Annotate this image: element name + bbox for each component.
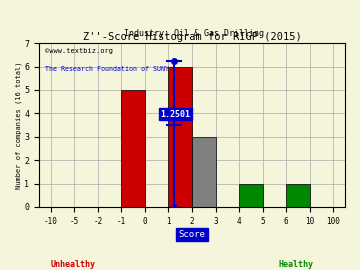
Bar [239,184,262,207]
Text: Industry: Oil & Gas Drilling: Industry: Oil & Gas Drilling [125,29,264,38]
Text: Healthy: Healthy [278,260,313,269]
Bar [121,90,145,207]
Title: Z''-Score Histogram for RIGP (2015): Z''-Score Histogram for RIGP (2015) [83,32,301,42]
Bar [286,184,310,207]
Y-axis label: Number of companies (16 total): Number of companies (16 total) [15,61,22,189]
Text: The Research Foundation of SUNY: The Research Foundation of SUNY [45,66,169,72]
Text: ©www.textbiz.org: ©www.textbiz.org [45,48,113,54]
Text: 1.2501: 1.2501 [160,110,190,119]
Text: Unhealthy: Unhealthy [50,260,95,269]
Bar [168,67,192,207]
X-axis label: Score: Score [179,230,206,239]
Bar [192,137,216,207]
